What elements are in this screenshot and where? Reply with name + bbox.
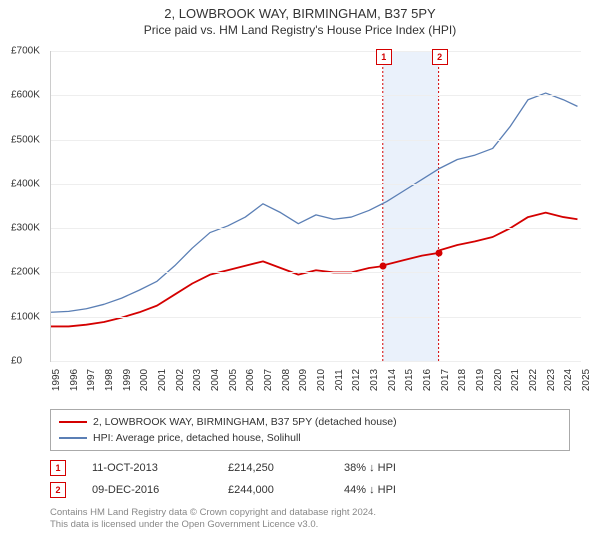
- legend-row: HPI: Average price, detached house, Soli…: [59, 430, 561, 446]
- chart-subtitle: Price paid vs. HM Land Registry's House …: [0, 23, 600, 41]
- event-pct: 38% ↓ HPI: [344, 462, 396, 474]
- x-tick-label: 2002: [175, 369, 186, 391]
- chart-area: £0£100K£200K£300K£400K£500K£600K£700K199…: [40, 41, 600, 401]
- y-gridline: [51, 361, 581, 362]
- x-tick-label: 1996: [69, 369, 80, 391]
- x-tick-label: 2012: [351, 369, 362, 391]
- legend-row: 2, LOWBROOK WAY, BIRMINGHAM, B37 5PY (de…: [59, 414, 561, 430]
- event-marker: 2: [432, 49, 448, 65]
- y-gridline: [51, 228, 581, 229]
- price-dot: [435, 249, 442, 256]
- legend-label: HPI: Average price, detached house, Soli…: [93, 432, 301, 444]
- x-tick-label: 2023: [546, 369, 557, 391]
- y-tick-label: £600K: [11, 90, 61, 101]
- plot-frame: £0£100K£200K£300K£400K£500K£600K£700K199…: [50, 51, 581, 362]
- x-tick-label: 1998: [104, 369, 115, 391]
- events-table: 1 11-OCT-2013 £214,250 38% ↓ HPI 2 09-DEC-201…: [50, 457, 570, 501]
- x-tick-label: 2014: [387, 369, 398, 391]
- x-tick-label: 2008: [281, 369, 292, 391]
- legend-swatch: [59, 421, 87, 423]
- y-gridline: [51, 317, 581, 318]
- event-date: 11-OCT-2013: [92, 462, 202, 474]
- x-tick-label: 2010: [316, 369, 327, 391]
- y-tick-label: £0: [11, 356, 61, 367]
- footer-attribution: Contains HM Land Registry data © Crown c…: [50, 507, 570, 532]
- x-tick-label: 2025: [581, 369, 592, 391]
- x-tick-label: 2007: [263, 369, 274, 391]
- event-row: 2 09-DEC-2016 £244,000 44% ↓ HPI: [50, 479, 570, 501]
- x-tick-label: 2021: [510, 369, 521, 391]
- x-tick-label: 2006: [245, 369, 256, 391]
- footer-line1: Contains HM Land Registry data © Crown c…: [50, 507, 570, 519]
- x-tick-label: 2000: [139, 369, 150, 391]
- x-tick-label: 2001: [157, 369, 168, 391]
- y-gridline: [51, 51, 581, 52]
- event-marker: 1: [376, 49, 392, 65]
- legend-swatch: [59, 437, 87, 439]
- y-tick-label: £200K: [11, 267, 61, 278]
- event-row: 1 11-OCT-2013 £214,250 38% ↓ HPI: [50, 457, 570, 479]
- event-price: £244,000: [228, 484, 318, 496]
- chart-title: 2, LOWBROOK WAY, BIRMINGHAM, B37 5PY: [0, 0, 600, 23]
- legend-label: 2, LOWBROOK WAY, BIRMINGHAM, B37 5PY (de…: [93, 416, 397, 428]
- legend-box: 2, LOWBROOK WAY, BIRMINGHAM, B37 5PY (de…: [50, 409, 570, 451]
- x-tick-label: 1997: [86, 369, 97, 391]
- x-tick-label: 2019: [475, 369, 486, 391]
- price-dot: [379, 263, 386, 270]
- x-tick-label: 1999: [122, 369, 133, 391]
- chart-svg: [51, 51, 581, 361]
- y-tick-label: £300K: [11, 223, 61, 234]
- x-tick-label: 2022: [528, 369, 539, 391]
- x-tick-label: 2013: [369, 369, 380, 391]
- x-tick-label: 2009: [298, 369, 309, 391]
- y-gridline: [51, 95, 581, 96]
- event-number-box: 1: [50, 460, 66, 476]
- x-tick-label: 2015: [404, 369, 415, 391]
- event-price: £214,250: [228, 462, 318, 474]
- y-gridline: [51, 140, 581, 141]
- footer-line2: This data is licensed under the Open Gov…: [50, 519, 570, 531]
- event-number-box: 2: [50, 482, 66, 498]
- x-tick-label: 2003: [192, 369, 203, 391]
- y-tick-label: £400K: [11, 178, 61, 189]
- x-tick-label: 2017: [440, 369, 451, 391]
- x-tick-label: 2018: [457, 369, 468, 391]
- x-tick-label: 2005: [228, 369, 239, 391]
- x-tick-label: 1995: [51, 369, 62, 391]
- y-gridline: [51, 184, 581, 185]
- x-tick-label: 2004: [210, 369, 221, 391]
- y-tick-label: £500K: [11, 134, 61, 145]
- event-date: 09-DEC-2016: [92, 484, 202, 496]
- y-gridline: [51, 272, 581, 273]
- x-tick-label: 2011: [334, 369, 345, 391]
- x-tick-label: 2020: [493, 369, 504, 391]
- x-tick-label: 2016: [422, 369, 433, 391]
- y-tick-label: £100K: [11, 311, 61, 322]
- event-pct: 44% ↓ HPI: [344, 484, 396, 496]
- y-tick-label: £700K: [11, 46, 61, 57]
- x-tick-label: 2024: [563, 369, 574, 391]
